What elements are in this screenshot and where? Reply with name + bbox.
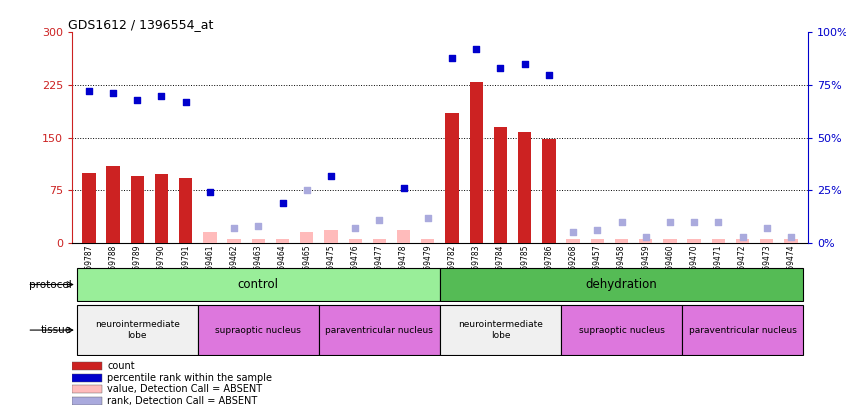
Text: paraventricular nucleus: paraventricular nucleus [326, 326, 433, 335]
Point [421, 215, 435, 221]
Bar [736, 239, 750, 243]
Point [179, 99, 193, 105]
Point [687, 219, 700, 225]
Bar [663, 239, 677, 243]
Point [324, 173, 338, 179]
Point [736, 233, 750, 240]
Point [470, 46, 483, 53]
Text: neurointermediate
lobe: neurointermediate lobe [95, 320, 179, 340]
Bar [72, 362, 102, 370]
Bar [440, 305, 561, 355]
Text: count: count [107, 361, 135, 371]
Bar [397, 230, 410, 243]
Bar [784, 239, 798, 243]
Point [155, 92, 168, 99]
Point [518, 61, 531, 67]
Bar [688, 239, 700, 243]
Bar [130, 176, 144, 243]
Bar [198, 305, 319, 355]
Bar [760, 239, 773, 243]
Bar [421, 239, 435, 243]
Text: tissue: tissue [41, 325, 72, 335]
Point [130, 96, 144, 103]
Text: paraventricular nucleus: paraventricular nucleus [689, 326, 796, 335]
Bar [155, 174, 168, 243]
Bar [203, 232, 217, 243]
Bar [440, 268, 803, 301]
Bar [639, 239, 652, 243]
Text: control: control [238, 278, 279, 291]
Bar [228, 239, 241, 243]
Bar [276, 239, 289, 243]
Bar [349, 239, 362, 243]
Text: value, Detection Call = ABSENT: value, Detection Call = ABSENT [107, 384, 262, 394]
Text: GDS1612 / 1396554_at: GDS1612 / 1396554_at [69, 18, 213, 31]
Point [566, 229, 580, 236]
Point [349, 225, 362, 232]
Point [107, 90, 120, 97]
Text: protocol: protocol [29, 279, 72, 290]
Text: neurointermediate
lobe: neurointermediate lobe [458, 320, 543, 340]
Text: percentile rank within the sample: percentile rank within the sample [107, 373, 272, 383]
Point [663, 219, 677, 225]
Point [228, 225, 241, 232]
Point [276, 200, 289, 206]
Bar [82, 173, 96, 243]
Bar [300, 232, 313, 243]
Bar [77, 268, 440, 301]
Bar [591, 239, 604, 243]
Point [82, 88, 96, 95]
Bar [445, 113, 459, 243]
Bar [615, 239, 629, 243]
Bar [107, 166, 120, 243]
Point [397, 185, 410, 192]
Bar [711, 239, 725, 243]
Bar [567, 239, 580, 243]
Bar [77, 305, 198, 355]
Point [203, 189, 217, 196]
Bar [561, 305, 682, 355]
Bar [518, 132, 531, 243]
Bar [179, 178, 192, 243]
Bar [319, 305, 440, 355]
Point [711, 219, 725, 225]
Bar [542, 139, 556, 243]
Point [591, 227, 604, 234]
Bar [494, 127, 507, 243]
Point [251, 223, 265, 229]
Text: dehydration: dehydration [585, 278, 657, 291]
Point [760, 225, 773, 232]
Bar [72, 397, 102, 405]
Point [300, 187, 314, 194]
Bar [682, 305, 803, 355]
Bar [72, 373, 102, 382]
Point [615, 219, 629, 225]
Point [542, 71, 556, 78]
Bar [373, 239, 386, 243]
Bar [251, 239, 265, 243]
Point [639, 233, 652, 240]
Point [372, 217, 386, 223]
Point [494, 65, 508, 71]
Text: rank, Detection Call = ABSENT: rank, Detection Call = ABSENT [107, 396, 258, 405]
Bar [72, 385, 102, 393]
Text: supraoptic nucleus: supraoptic nucleus [216, 326, 301, 335]
Text: supraoptic nucleus: supraoptic nucleus [579, 326, 664, 335]
Point [445, 54, 459, 61]
Bar [324, 230, 338, 243]
Point [784, 233, 798, 240]
Bar [470, 81, 483, 243]
